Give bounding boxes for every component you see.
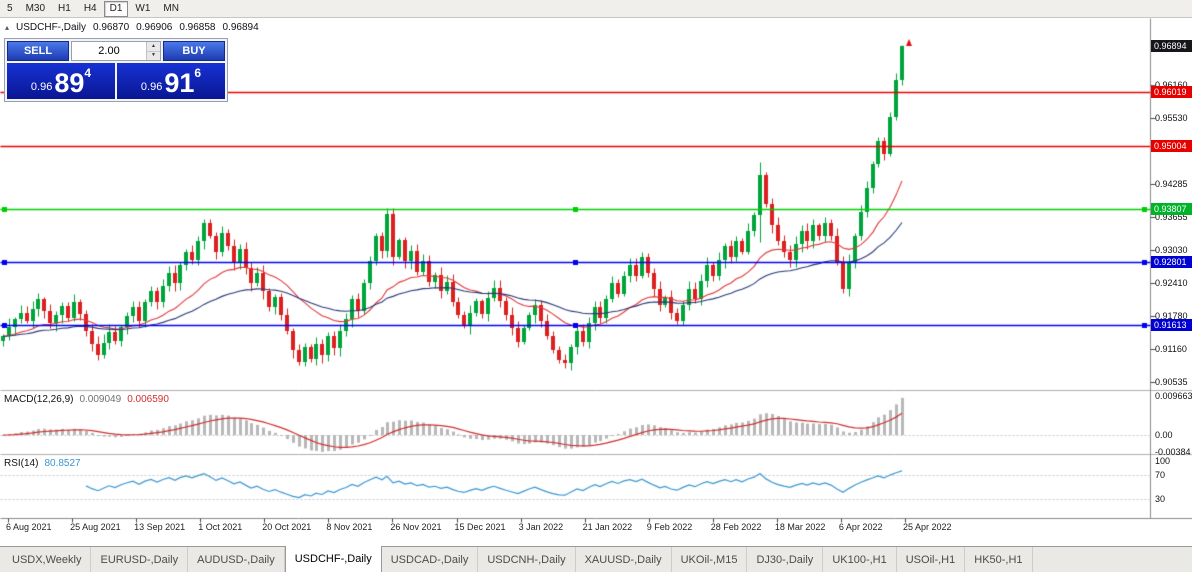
chart-tab-xauusd-daily[interactable]: XAUUSD-,Daily: [576, 547, 672, 572]
ohlc-low: 0.96858: [179, 22, 216, 33]
rsi-indicator-label: RSI(14) 80.8527: [4, 458, 81, 469]
date-label: 6 Apr 2022: [838, 522, 883, 532]
buy-price-base: 0.96: [140, 81, 163, 93]
timeframe-5-button[interactable]: 5: [1, 1, 19, 17]
buy-price-big-digits: 91: [164, 68, 195, 98]
time-scale[interactable]: 6 Aug 2021 25 Aug 2021 13 Sep 2021 1 Oct 20…: [0, 520, 1150, 538]
collapse-panel-icon[interactable]: ▴: [5, 23, 10, 32]
timeframe-m30-button[interactable]: M30: [20, 1, 51, 17]
chart-title: ▴ USDCHF-,Daily 0.96870 0.96906 0.96858 …: [5, 22, 259, 33]
price-scale[interactable]: 0.96160 0.95530 0.94285 0.93655 0.93030 0.924…: [1150, 18, 1192, 538]
volume-up-button[interactable]: ▲: [147, 42, 160, 52]
buy-price-display[interactable]: 0.96 91 6: [117, 63, 225, 99]
timeframe-h1-button[interactable]: H1: [52, 1, 77, 17]
sell-price-display[interactable]: 0.96 89 4: [7, 63, 115, 99]
price-tick-label: 0.93030: [1155, 245, 1188, 256]
macd-axis-label: 0.009663: [1155, 391, 1192, 401]
timeframe-mn-button[interactable]: MN: [157, 1, 185, 17]
chart-tab-uk100-h1[interactable]: UK100-,H1: [823, 547, 897, 572]
chart-tab-audusd-daily[interactable]: AUDUSD-,Daily: [188, 547, 285, 572]
chart-tab-dj30-daily[interactable]: DJ30-,Daily: [747, 547, 824, 572]
volume-stepper[interactable]: 2.00 ▲ ▼: [71, 41, 161, 61]
date-label: 6 Aug 2021: [6, 522, 52, 532]
rsi-axis-label: 100: [1155, 456, 1171, 466]
macd-name: MACD(12,26,9): [4, 394, 74, 405]
rsi-value: 80.8527: [44, 458, 81, 469]
price-level-badge: 0.96894: [1151, 39, 1192, 52]
timeframe-w1-button[interactable]: W1: [129, 1, 156, 17]
date-label: 25 Apr 2022: [903, 522, 952, 532]
macd-indicator-label: MACD(12,26,9) 0.009049 0.006590: [4, 394, 169, 405]
rsi-axis-label: 70: [1155, 469, 1166, 480]
price-level-badge: 0.93807: [1151, 203, 1192, 216]
date-label: 15 Dec 2021: [454, 522, 506, 532]
sell-button[interactable]: SELL: [7, 41, 69, 61]
symbol-label: USDCHF-,Daily: [16, 22, 87, 33]
chart-tab-usoil-h1[interactable]: USOil-,H1: [897, 547, 966, 572]
macd-axis-label: -0.00384: [1155, 447, 1191, 457]
chart-tab-usdcnh-daily[interactable]: USDCNH-,Daily: [478, 547, 576, 572]
rsi-name: RSI(14): [4, 458, 39, 469]
price-level-badge: 0.92801: [1151, 256, 1192, 269]
price-level-badge: 0.96019: [1151, 86, 1192, 98]
price-tick-label: 0.91780: [1155, 311, 1188, 322]
chart-window: ▴ USDCHF-,Daily 0.96870 0.96906 0.96858 …: [0, 18, 1192, 546]
macd-signal-value: 0.006590: [127, 394, 169, 405]
timeframe-h4-button[interactable]: H4: [78, 1, 103, 17]
date-label: 18 Mar 2022: [774, 522, 826, 532]
macd-main-value: 0.009049: [79, 394, 122, 405]
price-level-badge: 0.95004: [1151, 139, 1192, 152]
ohlc-high: 0.96906: [136, 22, 173, 33]
chart-tab-hk50-h1[interactable]: HK50-,H1: [965, 547, 1033, 572]
volume-spin-buttons: ▲ ▼: [146, 42, 160, 60]
chart-tab-usdchf-daily[interactable]: USDCHF-,Daily: [284, 546, 382, 572]
date-label: 26 Nov 2021: [390, 522, 442, 532]
volume-value[interactable]: 2.00: [98, 45, 120, 57]
buy-price-pip: 6: [194, 66, 202, 80]
rsi-axis-label: 30: [1155, 494, 1166, 505]
timeframe-d1-button[interactable]: D1: [103, 0, 129, 17]
price-chart-canvas[interactable]: [0, 18, 1192, 546]
date-label: 21 Jan 2022: [582, 522, 633, 532]
date-label: 9 Feb 2022: [646, 522, 693, 532]
macd-axis-label: 0.00: [1155, 430, 1173, 440]
sell-price-pip: 4: [84, 66, 92, 80]
price-tick-label: 0.92410: [1155, 277, 1188, 288]
date-label: 1 Oct 2021: [198, 522, 243, 532]
date-label: 20 Oct 2021: [262, 522, 312, 532]
date-label: 25 Aug 2021: [70, 522, 121, 532]
chart-tab-usdcad-daily[interactable]: USDCAD-,Daily: [382, 547, 479, 572]
price-tick-label: 0.93655: [1155, 212, 1188, 223]
date-label: 28 Feb 2022: [710, 522, 762, 532]
ohlc-close: 0.96894: [222, 22, 259, 33]
price-level-badge: 0.91613: [1151, 319, 1192, 332]
timeframe-toolbar: 5 M30 H1 H4 D1 W1 MN: [0, 0, 1192, 18]
volume-down-button[interactable]: ▼: [147, 51, 160, 60]
date-label: 3 Jan 2022: [518, 522, 564, 532]
date-label: 13 Sep 2021: [134, 522, 186, 532]
price-tick-label: 0.90535: [1155, 377, 1188, 388]
price-tick-label: 0.96160: [1155, 79, 1188, 90]
ohlc-open: 0.96870: [93, 22, 130, 33]
chart-tab-ukoil-m15[interactable]: UKOil-,M15: [672, 547, 748, 572]
chart-tab-usdx-weekly[interactable]: USDX,Weekly: [3, 547, 92, 572]
price-tick-label: 0.95530: [1155, 112, 1188, 123]
sell-price-big-digits: 89: [54, 68, 85, 98]
price-tick-label: 0.91160: [1155, 344, 1187, 355]
chart-tab-eurusd-daily[interactable]: EURUSD-,Daily: [91, 547, 189, 572]
date-label: 8 Nov 2021: [326, 522, 373, 532]
price-tick-label: 0.94285: [1155, 178, 1188, 189]
buy-button[interactable]: BUY: [163, 41, 225, 61]
sell-price-base: 0.96: [30, 81, 53, 93]
chart-tab-bar: USDX,Weekly EURUSD-,Daily AUDUSD-,Daily USD…: [0, 546, 1192, 572]
one-click-trading-panel: SELL 2.00 ▲ ▼ BUY 0.96 89 4 0.96: [4, 38, 228, 102]
